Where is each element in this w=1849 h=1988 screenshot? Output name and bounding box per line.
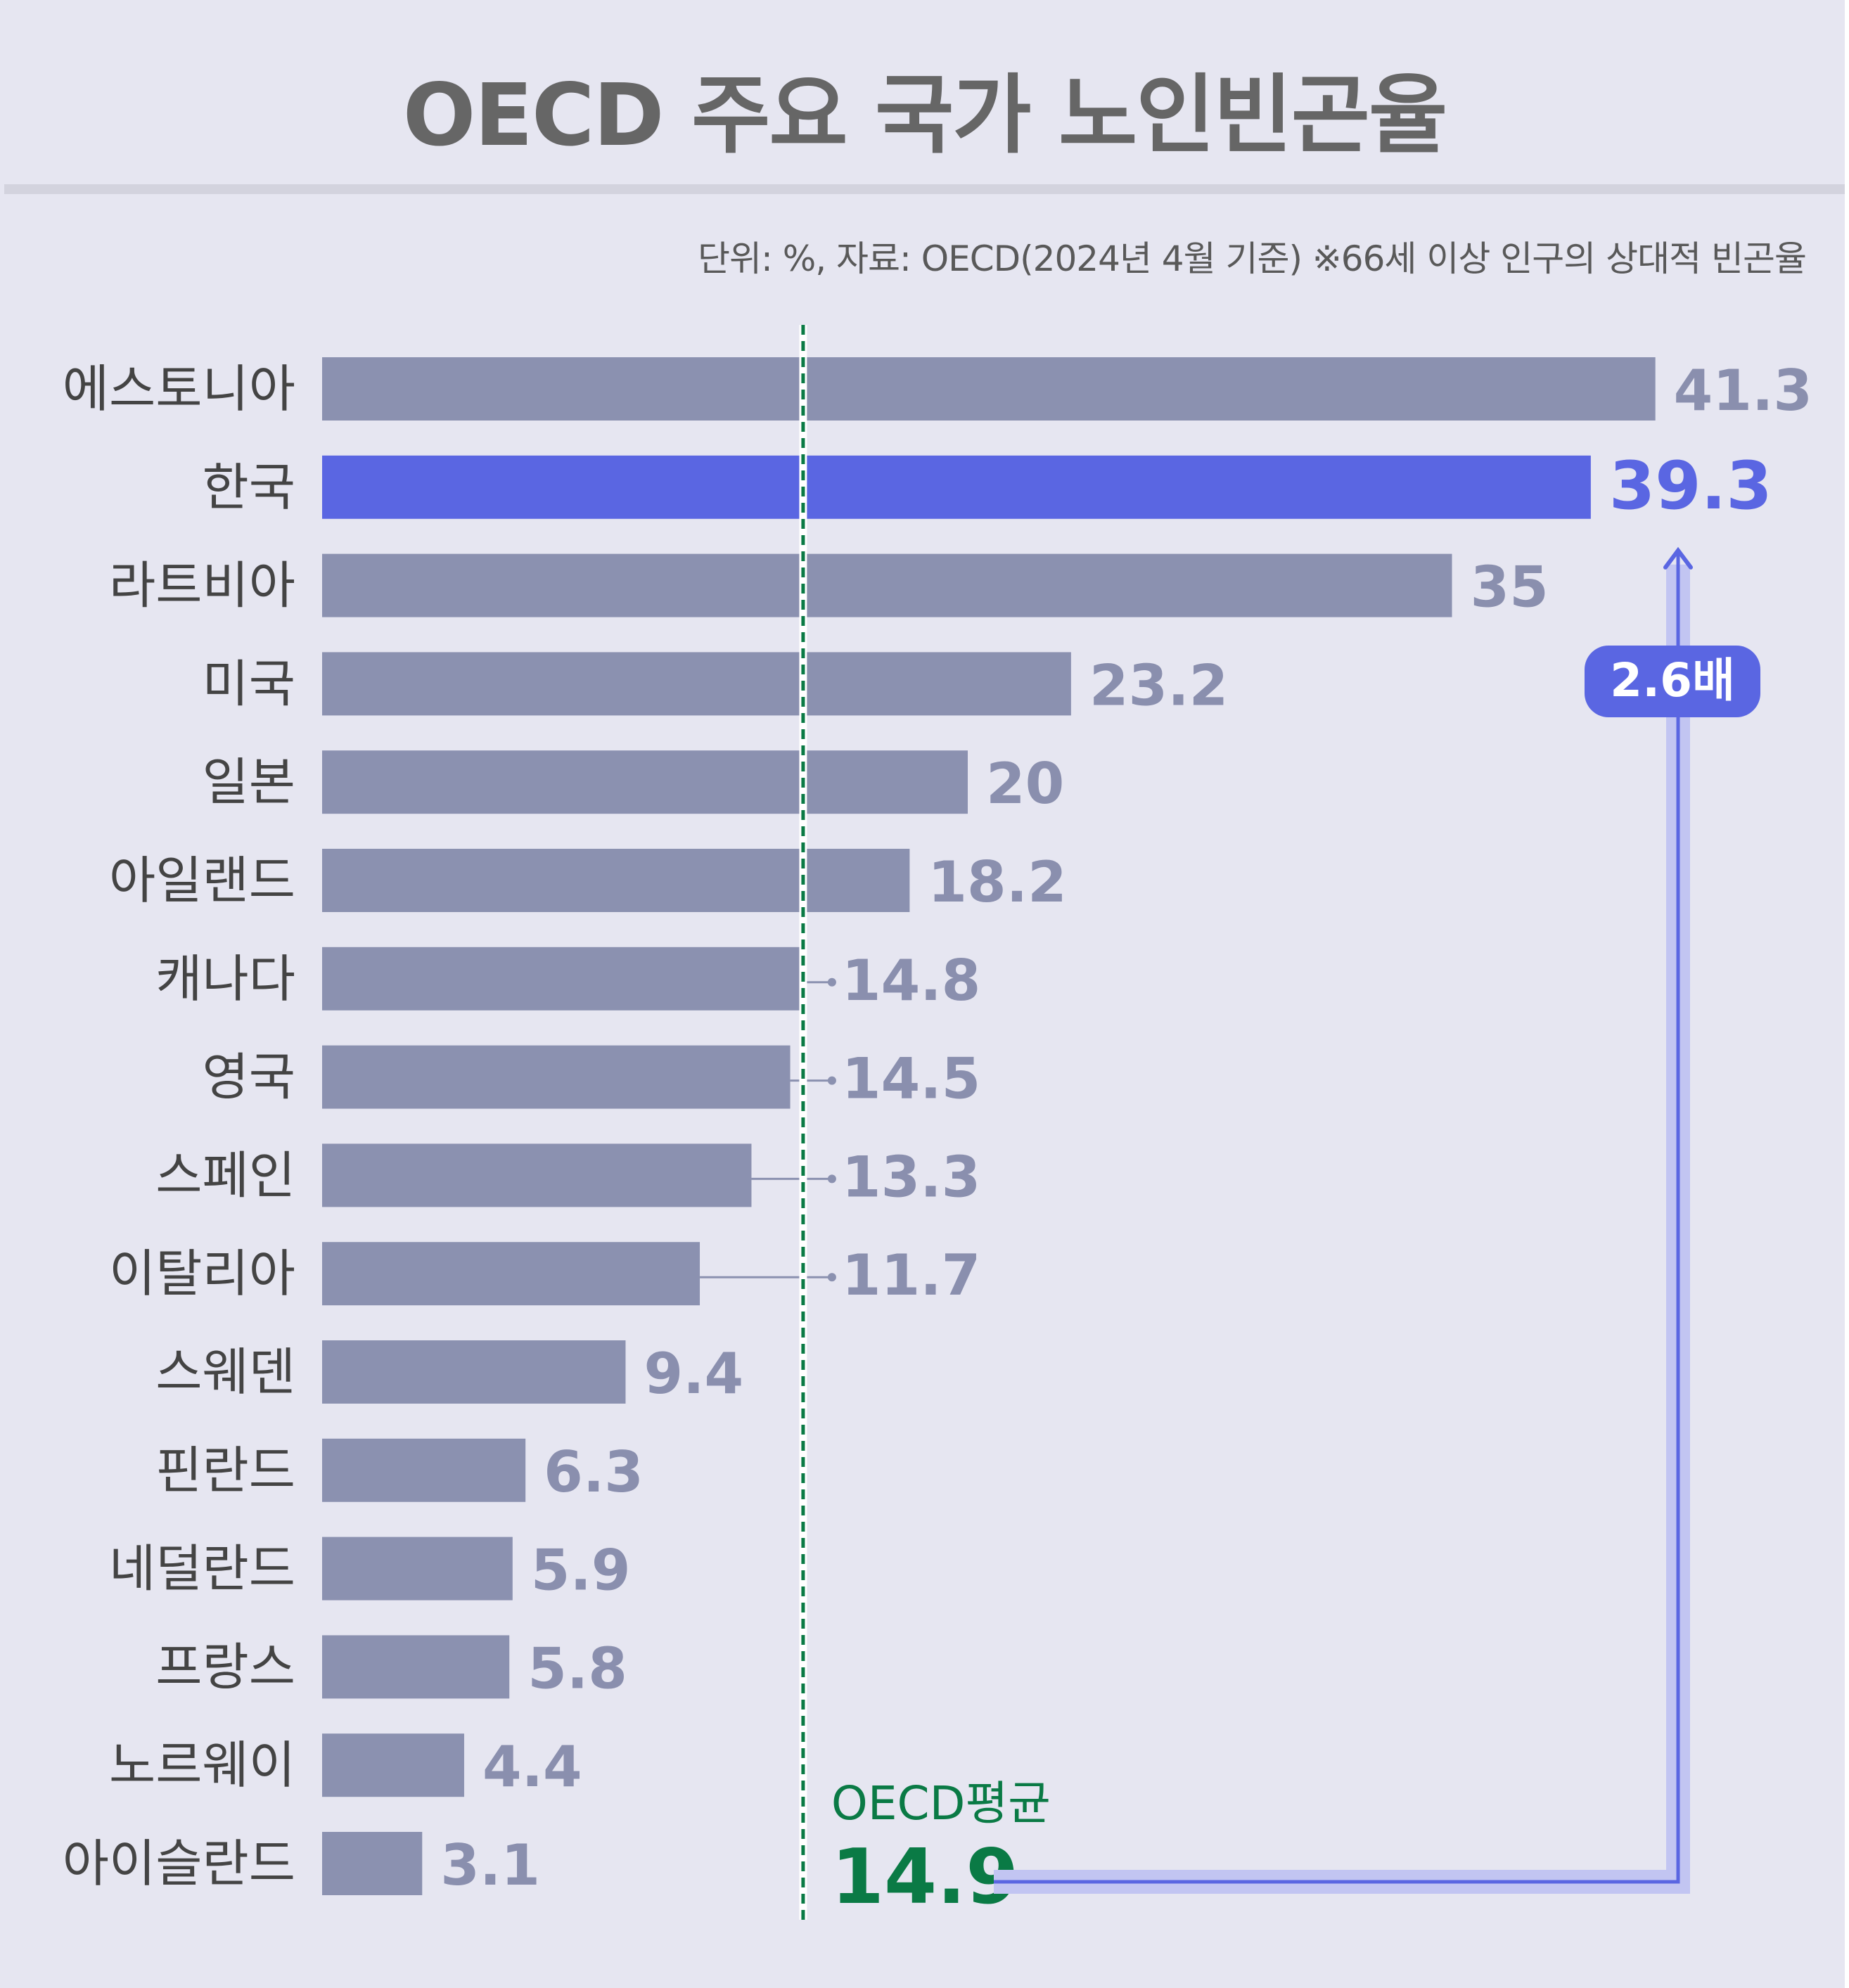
ratio-badge (1585, 646, 1760, 717)
bar-5 (322, 849, 910, 912)
category-label: 영국 (203, 1048, 295, 1107)
category-label: 이탈리아 (109, 1244, 295, 1303)
bar-14 (322, 1733, 464, 1797)
bracket-line (994, 550, 1680, 1884)
category-label: 스웨덴 (155, 1342, 295, 1402)
chart-title: OECD 주요 국가 노인빈곤율 (402, 65, 1447, 165)
value-label: 11.7 (842, 1243, 980, 1308)
value-label: 18.2 (928, 849, 1066, 915)
bar-13 (322, 1635, 510, 1699)
bar-9 (322, 1242, 700, 1306)
connector-dot (827, 977, 836, 987)
value-label: 39.3 (1609, 448, 1772, 525)
category-label: 아이슬란드 (63, 1834, 295, 1893)
value-label: 5.8 (527, 1636, 627, 1701)
value-label: 23.2 (1089, 653, 1228, 718)
ratio-label: 2.6배 (1610, 653, 1735, 707)
category-label: 프랑스 (155, 1637, 295, 1696)
bar-10 (322, 1340, 626, 1404)
category-label: 아일랜드 (109, 851, 295, 910)
category-label: 스페인 (155, 1146, 295, 1205)
connector-dot (827, 1174, 836, 1184)
category-label: 한국 (203, 458, 295, 517)
value-label: 14.8 (842, 948, 980, 1013)
bar-0 (322, 357, 1656, 421)
connector-dot (827, 1076, 836, 1085)
title-divider (4, 184, 1845, 194)
value-label: 5.9 (531, 1538, 631, 1603)
value-label: 14.5 (842, 1046, 980, 1112)
value-label: 3.1 (440, 1833, 540, 1898)
bar-6 (322, 947, 800, 1011)
value-label: 9.4 (644, 1341, 743, 1406)
bar-11 (322, 1438, 526, 1502)
value-label: 13.3 (842, 1144, 980, 1210)
category-label: 노르웨이 (109, 1736, 295, 1795)
category-label: 미국 (203, 654, 295, 713)
bar-4 (322, 750, 968, 814)
value-label: 4.4 (482, 1734, 582, 1800)
bar-7 (322, 1045, 791, 1109)
category-label: 네덜란드 (109, 1539, 295, 1598)
category-label: 라트비아 (109, 556, 295, 615)
bar-12 (322, 1537, 513, 1601)
value-label: 41.3 (1674, 358, 1812, 423)
value-label: 6.3 (544, 1439, 644, 1505)
category-label: 일본 (203, 752, 295, 812)
average-label: OECD평균 (831, 1776, 1051, 1830)
bracket-arrowhead (1663, 546, 1693, 570)
value-label: 35 (1471, 555, 1549, 620)
bar-8 (322, 1143, 752, 1207)
bar-15 (322, 1832, 423, 1895)
source-note: 단위: %, 자료: OECD(2024년 4월 기준) ※66세 이상 인구의… (698, 238, 1807, 279)
category-label: 에스토니아 (63, 359, 295, 418)
category-label: 핀란드 (155, 1441, 295, 1500)
bar-3 (322, 652, 1071, 716)
average-value: 14.9 (831, 1833, 1018, 1921)
connector-dot (827, 1273, 836, 1282)
bar-2 (322, 553, 1452, 617)
category-label: 캐나다 (155, 949, 295, 1008)
bracket-glow (994, 564, 1690, 1894)
value-label: 20 (986, 751, 1064, 816)
bar-1 (322, 455, 1591, 519)
